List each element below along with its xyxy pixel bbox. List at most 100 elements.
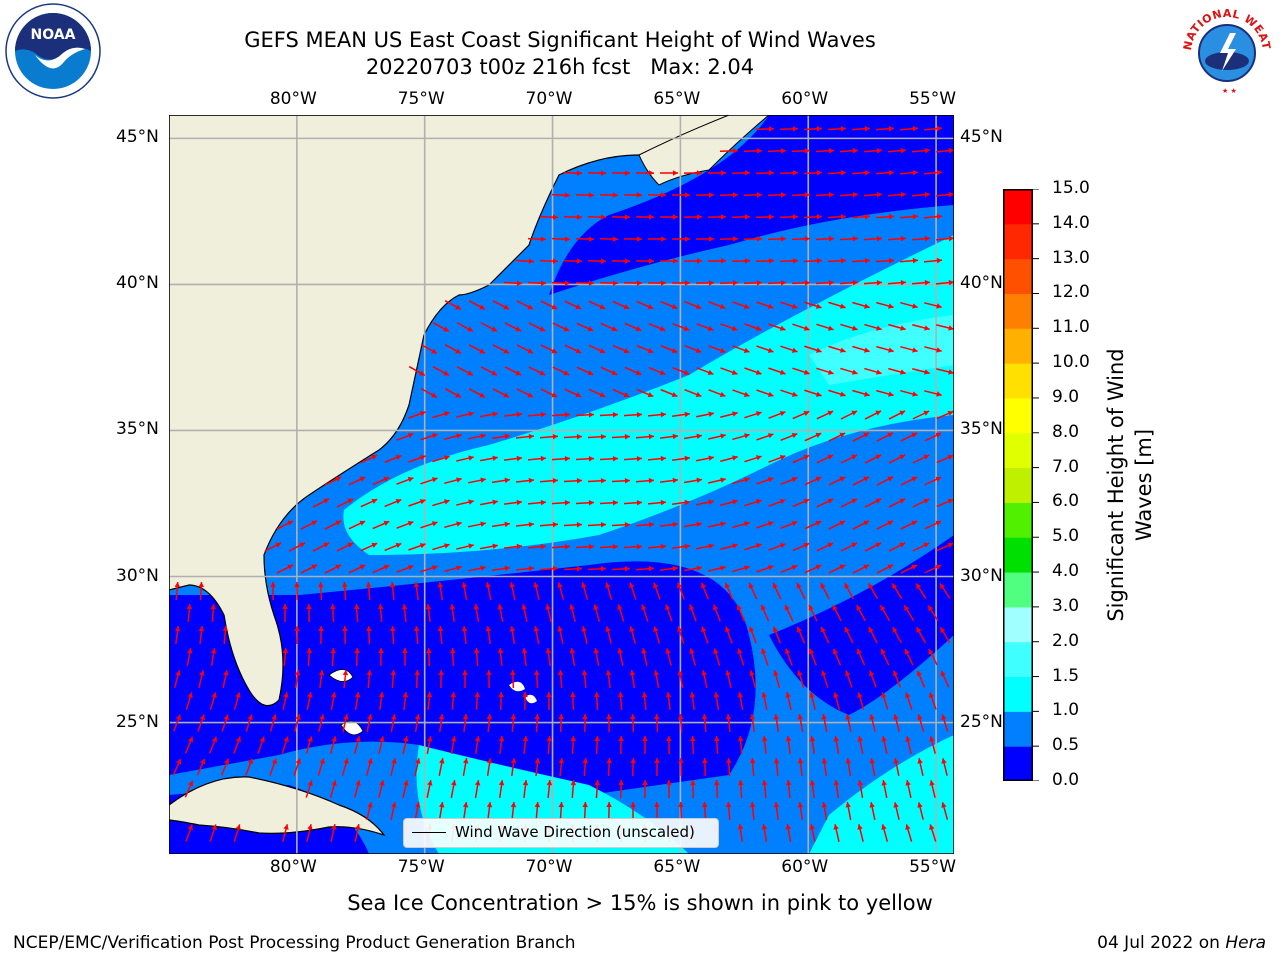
wave-direction-arrow [881,736,888,754]
wave-direction-arrow [696,411,714,418]
wave-direction-arrow [450,691,457,711]
wave-direction-arrow [820,626,830,644]
wave-direction-arrow [582,757,589,777]
wave-direction-arrow [173,714,182,732]
wave-direction-arrow [856,604,866,622]
wave-direction-arrow [353,780,361,798]
wave-direction-arrow [276,564,294,574]
wave-direction-arrow [797,757,804,777]
land-bahamas [328,669,364,736]
wave-direction-arrow [784,604,794,622]
wave-direction-arrow [527,455,547,462]
wave-direction-arrow [821,670,829,688]
wave-direction-arrow [654,713,660,733]
wave-direction-arrow [888,367,906,375]
colorbar-segment [1003,746,1033,781]
wave-direction-arrow [881,780,888,798]
wave-direction-arrow [840,410,858,420]
land-cuba [169,776,386,837]
wave-direction-arrow [348,476,366,486]
wave-direction-arrow [312,542,330,552]
wave-direction-arrow [396,433,414,441]
wave-direction-arrow [408,411,426,419]
wave-direction-arrow [887,279,907,286]
wave-direction-arrow [414,802,421,820]
wave-direction-arrow [330,692,337,710]
chart-subtitle: 20220703 t00z 216h fcst Max: 2.04 [365,55,755,79]
wave-direction-arrow [880,648,890,666]
wave-direction-arrow [563,434,583,440]
wave-direction-arrow [803,126,823,132]
wave-direction-arrow [354,647,360,667]
wave-direction-arrow [444,521,462,529]
wave-direction-arrow [635,565,655,572]
wave-direction-arrow [558,801,564,821]
wave-direction-arrow [869,758,876,776]
wave-direction-arrow [892,670,902,688]
wave-direction-arrow [342,625,348,645]
wave-direction-arrow [570,735,576,755]
wave-direction-arrow [803,214,823,220]
wave-direction-arrow [840,498,858,508]
wave-direction-arrow [772,582,782,600]
land-north-america [169,115,770,707]
wave-direction-arrow [725,713,732,733]
wave-direction-arrow [791,236,811,242]
wave-direction-arrow [575,280,595,286]
wave-direction-arrow [845,670,853,688]
wave-direction-arrow [708,389,726,397]
wave-direction-arrow [749,801,756,821]
wave-direction-arrow [360,542,378,552]
wave-direction-arrow [420,521,438,529]
longitude-label: 70°W [525,857,573,877]
wave-direction-arrow [491,433,511,440]
wave-direction-arrow [772,626,782,644]
wave-direction-arrow [720,323,738,331]
wave-direction-arrow [719,192,739,198]
wave-direction-arrow [408,365,426,377]
wave-direction-arrow [768,411,786,419]
wave-direction-arrow [600,322,618,332]
wave-direction-arrow [186,648,193,666]
wave-direction-arrow [528,366,546,376]
wave-direction-arrow [912,498,930,508]
wave-direction-arrow [892,626,902,644]
wave-direction-arrow [474,779,481,799]
wave-direction-arrow [534,801,541,821]
wave-direction-arrow [929,824,937,842]
wave-direction-arrow [905,780,912,798]
wave-direction-arrow [605,669,612,689]
wave-direction-arrow [671,499,691,506]
wave-direction-arrow [924,346,942,353]
wave-direction-arrow [816,323,834,331]
wave-direction-arrow [401,603,408,623]
wave-direction-arrow [539,565,559,572]
wave-direction-arrow [893,758,900,776]
wave-direction-arrow [208,736,218,754]
wave-direction-arrow [713,648,721,666]
colorbar-tick-label: 12.0 [1052,282,1090,303]
wave-direction-arrow [689,648,697,666]
wave-direction-arrow [678,801,684,821]
wave-direction-arrow [413,625,420,645]
latitude-label: 45°N [116,127,159,148]
wave-direction-arrow [725,626,733,644]
wave-direction-arrow [432,455,450,463]
wave-direction-arrow [726,757,732,777]
wave-direction-arrow [390,714,397,732]
wave-direction-arrow [905,824,913,842]
longitude-label: 70°W [525,89,573,109]
wave-direction-arrow [569,647,576,667]
wave-direction-arrow [570,691,576,711]
wave-direction-arrow [797,714,804,732]
wave-direction-arrow [605,582,613,600]
wave-direction-arrow [426,736,433,754]
wave-direction-arrow [695,280,715,286]
wave-direction-arrow [257,736,265,754]
wave-direction-arrow [551,236,571,242]
wave-direction-arrow [515,565,535,572]
wave-direction-arrow [660,344,678,354]
wave-direction-arrow [522,691,528,711]
wave-direction-arrow [689,691,696,711]
wave-direction-arrow [503,499,523,506]
